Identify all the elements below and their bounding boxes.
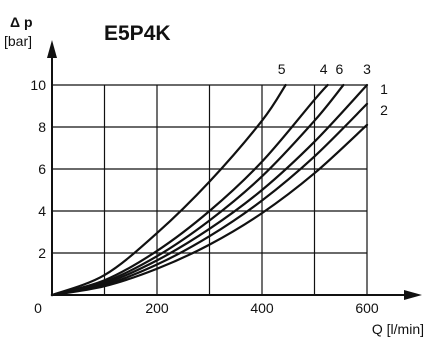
series-line-3: [50, 83, 369, 297]
tick-layer: 0 2 4 6 8 10 200 400 600: [30, 77, 378, 316]
grid-layer: [52, 84, 368, 295]
x-axis-arrow: [404, 290, 422, 300]
y-tick-label-4: 4: [38, 203, 46, 219]
chart-title: E5P4K: [104, 22, 171, 45]
y-tick-label-6: 6: [38, 161, 46, 177]
x-tick-label-200: 200: [145, 300, 169, 316]
x-axis-label: Q [l/min]: [372, 321, 424, 337]
x-tick-label-600: 600: [355, 300, 379, 316]
y-tick-label-10: 10: [30, 77, 46, 93]
series-label-2: 2: [380, 102, 388, 118]
series-label-4: 4: [320, 61, 328, 77]
axes-layer: [47, 40, 422, 300]
series-label-3: 3: [363, 61, 371, 77]
y-tick-label-0: 0: [34, 300, 42, 316]
y-tick-label-8: 8: [38, 119, 46, 135]
y-tick-label-2: 2: [38, 245, 46, 261]
series-line-1: [50, 102, 369, 297]
series-layer: 5 4 6 31 2: [50, 61, 388, 297]
y-axis-arrow: [47, 40, 57, 58]
series-line-5: [50, 83, 287, 297]
series-line-6: [50, 83, 345, 297]
series-line-4: [50, 83, 329, 297]
x-tick-label-400: 400: [250, 300, 274, 316]
series-line-2: [50, 123, 369, 297]
y-axis-symbol: Δ p: [10, 14, 33, 30]
y-axis-unit: [bar]: [4, 33, 32, 49]
series-label-5: 5: [278, 61, 286, 77]
series-label-1: 1: [380, 81, 388, 97]
series-label-6: 6: [335, 61, 343, 77]
